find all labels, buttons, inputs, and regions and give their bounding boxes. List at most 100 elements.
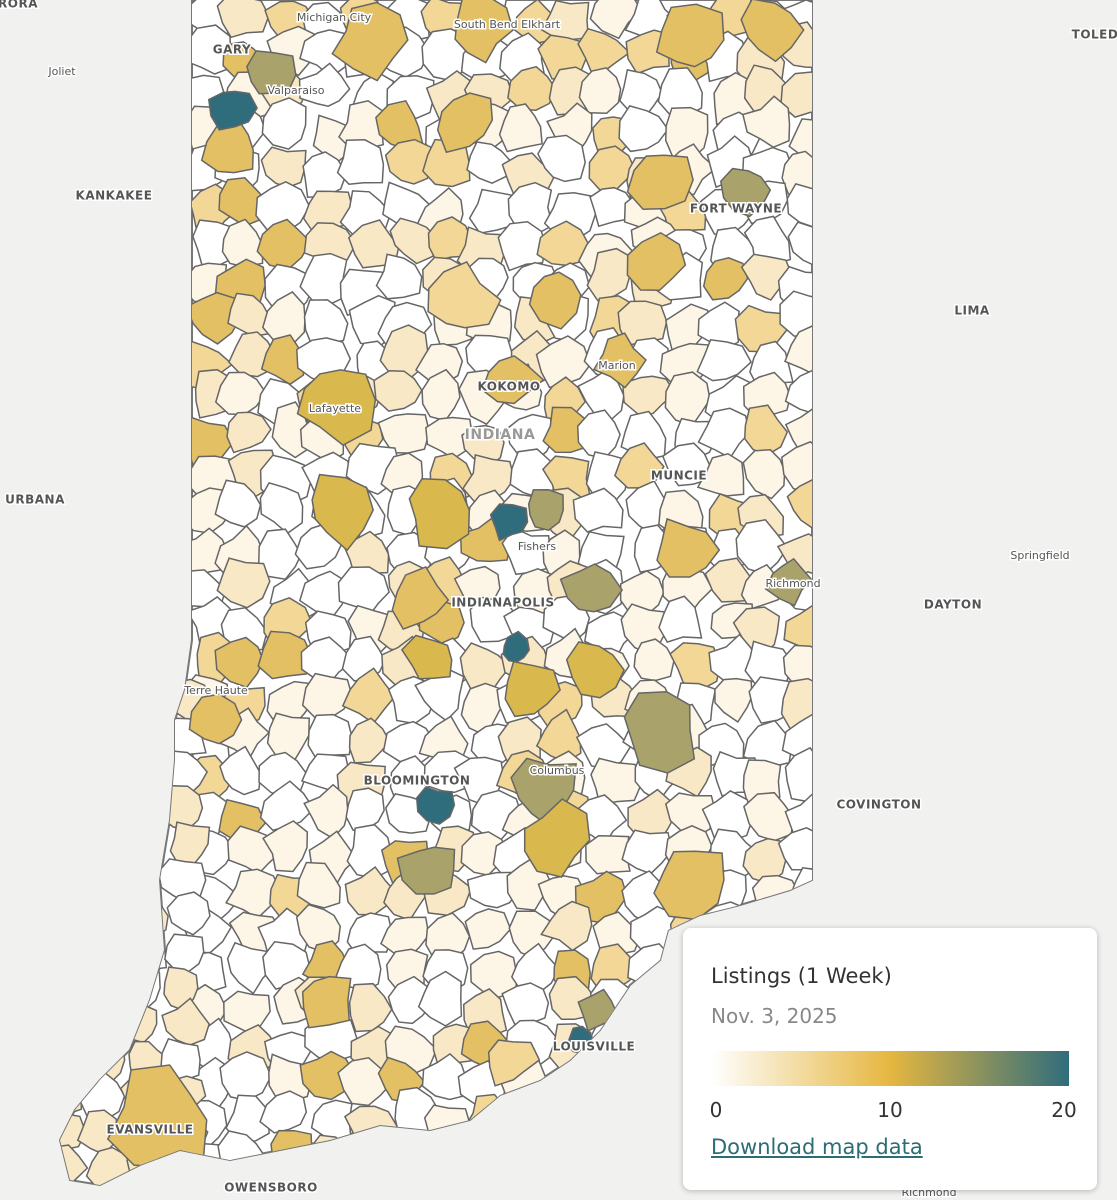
region [163, 933, 205, 973]
region [740, 253, 794, 301]
region [296, 369, 377, 446]
region [523, 798, 591, 878]
region [427, 260, 502, 329]
region [261, 97, 307, 150]
region [588, 145, 637, 192]
region [120, 862, 159, 907]
region [786, 477, 812, 531]
region [85, 970, 124, 1010]
region [622, 1063, 673, 1110]
region [481, 355, 545, 405]
region [83, 893, 121, 934]
place-label: BLOOMINGTON [364, 774, 471, 788]
region [776, 533, 812, 584]
region [219, 745, 262, 796]
region [373, 369, 423, 412]
region [270, 1129, 313, 1178]
region [425, 416, 474, 460]
region [123, 931, 168, 976]
region [303, 783, 349, 840]
region [719, 167, 772, 218]
place-label: LIMA [954, 304, 990, 318]
region [415, 786, 456, 825]
place-label: KOKOMO [477, 380, 540, 394]
region [60, 894, 85, 941]
place-label: LOUISVILLE [553, 1040, 636, 1054]
region [337, 566, 390, 617]
region [585, 451, 629, 504]
region [421, 1052, 468, 1101]
region [702, 257, 749, 301]
region [780, 71, 812, 118]
region [60, 926, 87, 978]
region [565, 641, 625, 699]
region [60, 786, 89, 830]
region [527, 489, 564, 532]
scale-tick-label: 20 [1051, 1098, 1077, 1122]
region [299, 29, 348, 78]
region [589, 0, 643, 40]
region [169, 821, 211, 866]
region [454, 0, 514, 64]
region [584, 1131, 632, 1185]
region [214, 371, 267, 416]
region [436, 92, 494, 154]
region [540, 900, 593, 952]
region [621, 375, 677, 415]
region [656, 517, 721, 578]
region [784, 323, 812, 376]
region [500, 1090, 546, 1133]
region [122, 679, 164, 721]
region [784, 746, 812, 803]
region [123, 783, 165, 832]
region [536, 220, 591, 266]
region [60, 961, 89, 1008]
region [75, 927, 119, 973]
region [498, 1135, 545, 1183]
legend-date: Nov. 3, 2025 [711, 1004, 838, 1028]
place-label: MUNCIE [651, 469, 707, 483]
download-link[interactable]: Download map data [711, 1135, 923, 1159]
region [576, 409, 621, 460]
region [60, 678, 81, 724]
region [224, 868, 283, 920]
place-label: COVINGTON [836, 798, 921, 812]
region [311, 473, 375, 552]
region [784, 369, 812, 415]
region [200, 115, 254, 174]
region [414, 667, 465, 722]
region [299, 1050, 356, 1101]
region [623, 1088, 679, 1142]
legend-title: Listings (1 Week) [711, 964, 892, 988]
region [246, 50, 297, 95]
region [582, 1101, 629, 1149]
place-label: Terre Haute [183, 684, 248, 697]
region [226, 941, 276, 995]
region [226, 411, 272, 454]
region [408, 478, 471, 550]
place-label: Springfield [1010, 549, 1069, 562]
region [781, 150, 812, 196]
region [346, 823, 392, 880]
region [504, 660, 561, 718]
place-label: TOLED [1072, 28, 1117, 42]
region [258, 528, 302, 581]
region [590, 757, 643, 807]
region [468, 188, 520, 235]
region [384, 138, 433, 185]
region [780, 677, 812, 732]
region [740, 0, 805, 63]
region [501, 982, 550, 1025]
region [664, 371, 711, 427]
region [82, 857, 121, 904]
region [572, 487, 624, 533]
region [743, 404, 789, 456]
region [559, 563, 624, 613]
region [348, 717, 391, 764]
legend: Listings (1 Week) Nov. 3, 2025 Download … [683, 928, 1097, 1190]
region [633, 638, 675, 682]
region [742, 95, 791, 149]
